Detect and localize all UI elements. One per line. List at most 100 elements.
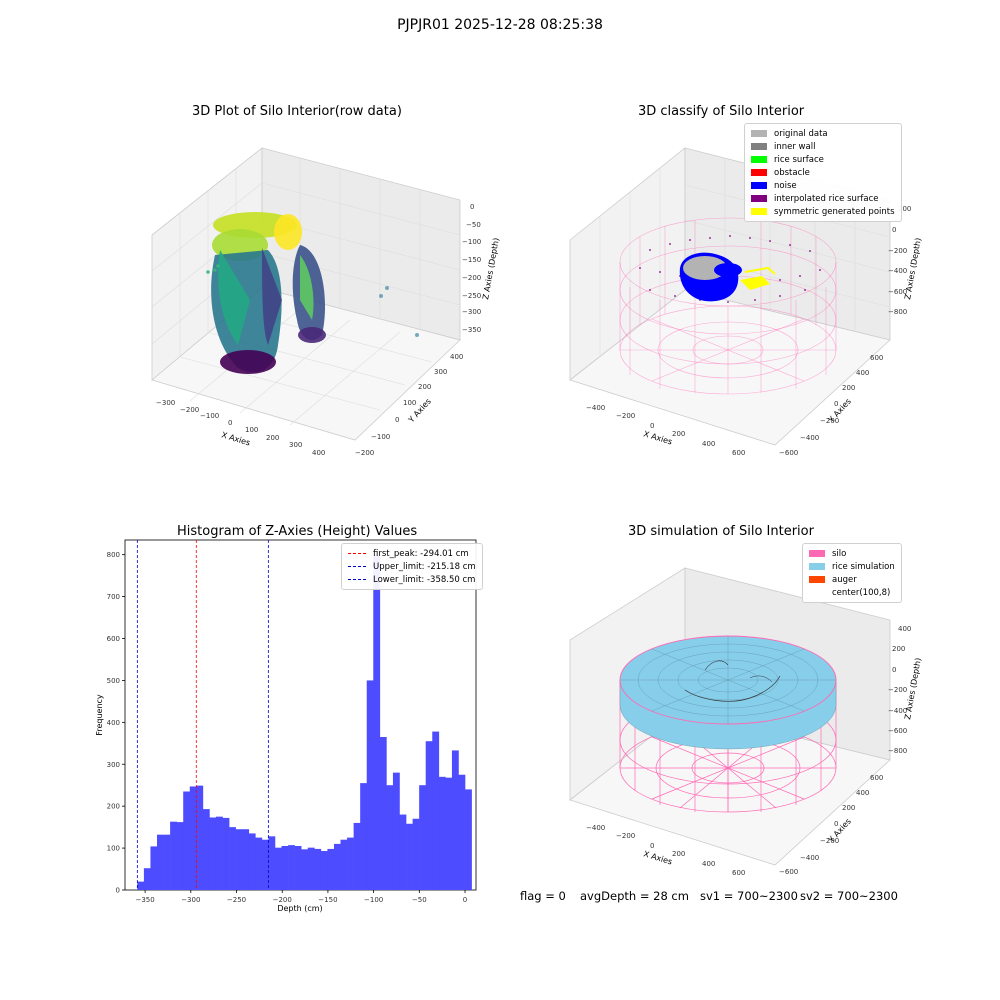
status-flag: flag = 0 [520, 889, 566, 903]
hist-x-tick-label: −150 [318, 896, 337, 904]
p1-z-tick: −150 [462, 256, 481, 264]
p2-z-tick: −400 [888, 267, 907, 275]
p2-legend-item: original data [751, 127, 895, 140]
hist-bar [288, 845, 295, 890]
hist-y-tick-label: 700 [107, 593, 120, 601]
p2-y-tick: 0 [834, 400, 838, 408]
hist-bar [301, 849, 309, 890]
hist-y-label: Frequency [95, 694, 104, 736]
hist-y-tick-label: 300 [107, 761, 120, 769]
classify-3d-plot: 200 0 −200 −400 −600 −800 Z Axies (Depth… [569, 147, 923, 457]
hist-bar [386, 785, 394, 890]
p1-z-tick: −300 [462, 308, 481, 316]
p4-legend-item: auger [809, 573, 895, 586]
p2-legend-item: interpolated rice surface [751, 192, 895, 205]
p2-z-ticks: 200 0 −200 −400 −600 −800 [888, 205, 911, 316]
p1-z-tick: 0 [470, 203, 474, 211]
hist-bar [163, 834, 171, 890]
p1-y-tick: −200 [355, 449, 374, 457]
hist-bar [307, 847, 315, 890]
p1-z-tick: −350 [462, 326, 481, 334]
hist-y-tick-label: 400 [107, 719, 120, 727]
p2-y-label: Y Axies [826, 397, 853, 425]
hist-bar [176, 822, 184, 890]
status-sv2: sv2 = 700~2300 [800, 889, 898, 903]
p1-x-tick: 100 [245, 426, 258, 434]
p2-interpolated-surface [639, 235, 821, 303]
hist-bar [320, 851, 328, 890]
p1-x-ticks: −300 −200 −100 0 100 200 300 400 [156, 399, 325, 457]
hist-bar [235, 829, 243, 890]
p2-y-tick: 200 [842, 384, 855, 392]
hist-bar [274, 847, 282, 890]
raw-data-3d-plot: 0 −50 −100 −150 −200 −250 −300 −350 Z Ax… [151, 147, 500, 457]
hist-bar [373, 554, 381, 890]
p1-z-tick: −100 [462, 238, 481, 246]
p4-x-tick: 0 [650, 842, 654, 850]
hist-bar [189, 786, 197, 890]
p2-legend-item: symmetric generated points [751, 205, 895, 218]
p4-y-tick: 200 [842, 804, 855, 812]
p2-x-tick: 0 [650, 422, 654, 430]
p4-x-tick: −400 [586, 824, 605, 832]
hist-bar [419, 785, 427, 890]
p4-x-tick: 200 [672, 850, 685, 858]
hist-x-tick-label: −100 [364, 896, 383, 904]
p4-x-tick: −200 [616, 832, 635, 840]
p1-y-tick: −100 [371, 433, 390, 441]
p2-legend-item: noise [751, 179, 895, 192]
p4-legend-item: silo [809, 547, 895, 560]
hist-bar [366, 680, 374, 890]
p1-z-tick: −200 [462, 274, 481, 282]
hist-bar [255, 837, 263, 890]
hist-bar [379, 737, 387, 890]
hist-bar [333, 843, 341, 890]
status-sv1: sv1 = 700~2300 [700, 889, 798, 903]
hist-y-ticks: 0 100 200 300 400 500 600 700 800 [107, 551, 125, 895]
p2-z-tick: −800 [888, 308, 907, 316]
hist-bar [458, 774, 466, 890]
p4-z-tick: 400 [898, 625, 911, 633]
p4-z-tick: 0 [892, 666, 896, 674]
p2-legend: original data inner wall rice surface ob… [744, 123, 902, 222]
p1-z-tick: −50 [466, 221, 481, 229]
p1-y-tick: 400 [450, 353, 463, 361]
hist-bar [215, 816, 223, 890]
hist-bar [209, 817, 217, 890]
hist-bar [353, 822, 361, 890]
hist-y-tick-label: 600 [107, 635, 120, 643]
hist-legend-item: Lower_limit: -358.50 cm [348, 573, 476, 586]
hist-x-tick-label: 0 [463, 896, 467, 904]
hist-bar [137, 881, 145, 890]
p1-point-cloud [206, 212, 419, 374]
hist-bars [137, 554, 472, 890]
p4-x-tick: 600 [732, 869, 745, 877]
p4-x-label: X Axies [642, 849, 673, 866]
p4-y-tick: 400 [856, 789, 869, 797]
hist-bar [340, 839, 348, 890]
hist-bar [451, 750, 459, 890]
p1-z-ticks: 0 −50 −100 −150 −200 −250 −300 −350 [462, 203, 481, 334]
hist-x-tick-label: −200 [273, 896, 292, 904]
panel4-title: 3D simulation of Silo Interior [628, 524, 814, 539]
p1-y-tick: 200 [418, 383, 431, 391]
hist-bar [327, 848, 335, 890]
p4-legend: silo rice simulation auger center(100,8) [802, 543, 902, 603]
hist-x-tick-label: −250 [227, 896, 246, 904]
p4-z-tick: −800 [888, 747, 907, 755]
p2-legend-item: inner wall [751, 140, 895, 153]
hist-bar [412, 818, 420, 890]
p2-x-tick: −400 [586, 404, 605, 412]
hist-bar [157, 834, 164, 890]
hist-bar [281, 845, 289, 890]
hist-bar [170, 821, 177, 890]
p2-y-tick: 600 [870, 354, 883, 362]
hist-y-tick-label: 800 [107, 551, 120, 559]
p2-x-ticks: −400 −200 0 200 400 600 [586, 404, 745, 457]
hist-bar [229, 827, 236, 890]
p2-x-tick: −200 [616, 412, 635, 420]
hist-bar [202, 809, 210, 890]
p2-x-tick: 600 [732, 449, 745, 457]
p2-silo-wireframe [619, 217, 837, 395]
hist-x-tick-label: −350 [135, 896, 154, 904]
